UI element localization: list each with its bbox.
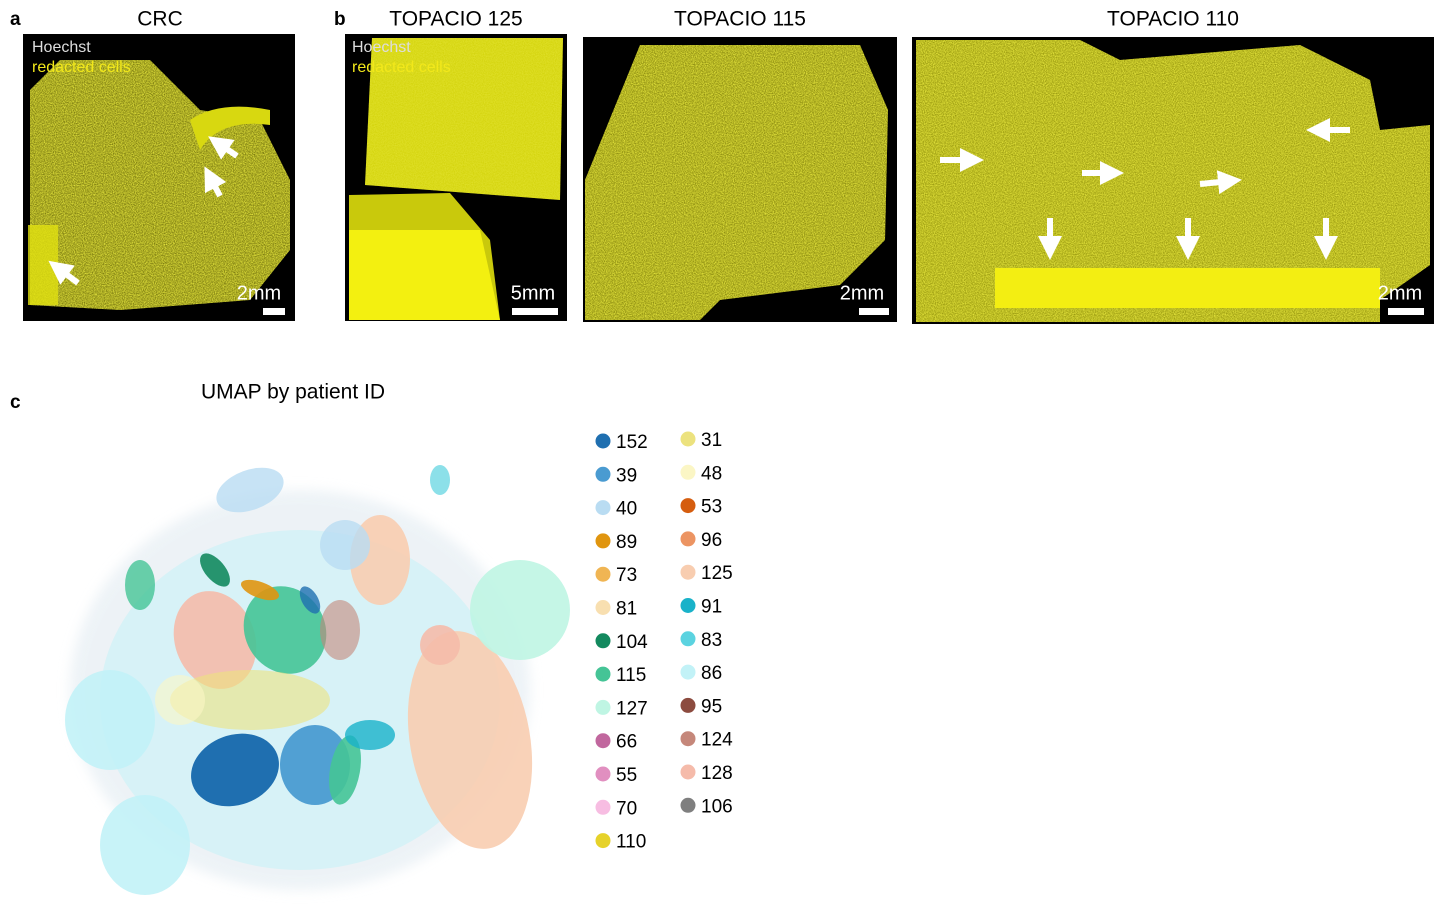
legend: 152 39 40 89 73 81 104 115 127 66 55 70 110 31 48 53 96 1…	[596, 430, 734, 853]
cluster	[345, 720, 395, 750]
panel-title: TOPACIO 125	[389, 8, 522, 31]
panel-title: UMAP by patient ID	[201, 381, 385, 404]
overlay-label: Hoechst	[32, 39, 91, 56]
umap-plot	[65, 459, 570, 895]
overlay-label: redacted cells	[352, 59, 451, 76]
cluster	[125, 560, 155, 610]
scale-bar	[512, 308, 558, 315]
legend-label: 128	[701, 763, 733, 784]
panel-letter: a	[10, 9, 21, 30]
legend-swatch	[596, 733, 611, 748]
scale-bar	[263, 308, 285, 315]
legend-label: 115	[616, 665, 646, 686]
legend-label: 125	[701, 563, 733, 584]
legend-swatch	[681, 665, 696, 680]
legend-swatch	[596, 700, 611, 715]
legend-label: 152	[616, 432, 648, 453]
legend-swatch	[596, 833, 611, 848]
scale-bar	[1388, 308, 1424, 315]
legend-swatch	[681, 631, 696, 646]
panel-letter: c	[10, 392, 21, 413]
legend-label: 55	[616, 765, 637, 786]
cluster	[320, 600, 360, 660]
legend-label: 127	[616, 698, 648, 719]
overlay-label: redacted cells	[32, 59, 131, 76]
legend-swatch	[596, 533, 611, 548]
overlay-label: Hoechst	[352, 39, 411, 56]
panel-title: TOPACIO 115	[674, 8, 806, 31]
cluster	[430, 465, 450, 495]
legend-label: 48	[701, 463, 722, 484]
scale-label: 2mm	[1378, 282, 1422, 304]
cluster	[420, 625, 460, 665]
legend-label: 73	[616, 565, 637, 586]
legend-swatch	[681, 765, 696, 780]
cluster	[100, 795, 190, 895]
scale-label: 2mm	[840, 282, 884, 304]
legend-swatch	[681, 531, 696, 546]
legend-swatch	[681, 565, 696, 580]
legend-swatch	[596, 434, 611, 449]
legend-swatch	[596, 500, 611, 515]
legend-swatch	[596, 667, 611, 682]
cluster	[320, 520, 370, 570]
legend-label: 70	[616, 798, 637, 819]
scale-bar	[859, 308, 889, 315]
legend-label: 106	[701, 796, 733, 817]
legend-swatch	[596, 467, 611, 482]
legend-label: 95	[701, 696, 722, 717]
legend-swatch	[681, 465, 696, 480]
legend-label: 39	[616, 465, 637, 486]
legend-label: 91	[701, 597, 722, 618]
tissue	[585, 45, 888, 320]
scale-label: 5mm	[511, 282, 555, 304]
legend-label: 104	[616, 632, 648, 653]
panel-title: TOPACIO 110	[1107, 8, 1239, 31]
legend-swatch	[681, 598, 696, 613]
legend-label: 89	[616, 532, 637, 553]
legend-label: 53	[701, 497, 722, 518]
panel-letter: b	[334, 9, 346, 30]
cluster	[155, 675, 205, 725]
legend-swatch	[681, 698, 696, 713]
legend-swatch	[681, 498, 696, 513]
legend-label: 110	[616, 832, 646, 853]
legend-label: 40	[616, 499, 637, 520]
figure: a CRC Hoechst redacted cells 2mm b TOPAC…	[0, 0, 1440, 917]
scale-label: 2mm	[237, 282, 281, 304]
legend-swatch	[681, 432, 696, 447]
cluster	[470, 560, 570, 660]
legend-swatch	[596, 800, 611, 815]
legend-label: 96	[701, 530, 722, 551]
legend-swatch	[681, 731, 696, 746]
legend-swatch	[596, 633, 611, 648]
legend-swatch	[681, 798, 696, 813]
legend-swatch	[596, 767, 611, 782]
legend-label: 81	[616, 599, 637, 620]
tissue	[916, 40, 1430, 322]
legend-label: 31	[701, 430, 722, 451]
legend-swatch	[596, 600, 611, 615]
panel-title: CRC	[137, 8, 183, 31]
legend-swatch	[596, 567, 611, 582]
legend-label: 83	[701, 630, 722, 651]
legend-label: 124	[701, 730, 733, 751]
legend-label: 86	[701, 663, 722, 684]
cluster	[65, 670, 155, 770]
legend-label: 66	[616, 732, 637, 753]
